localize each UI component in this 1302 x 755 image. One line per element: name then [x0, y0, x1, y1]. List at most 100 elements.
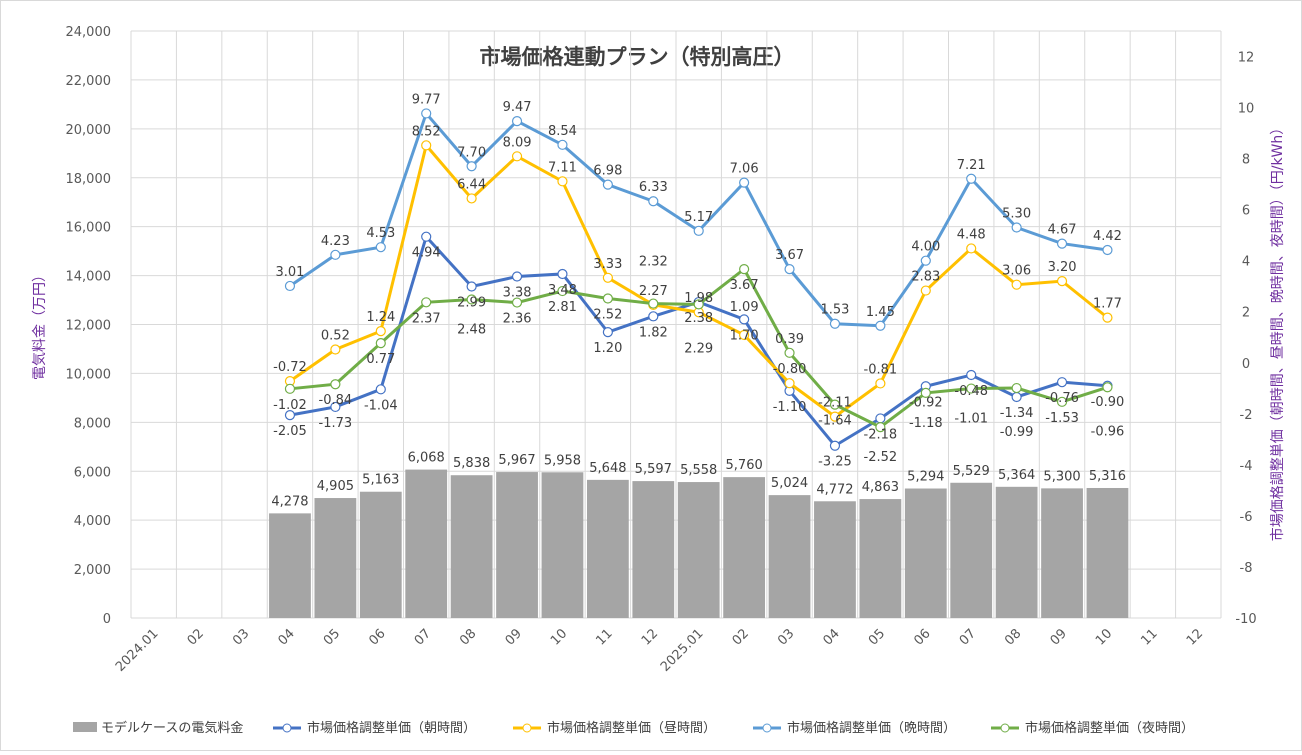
bar — [450, 475, 493, 618]
data-point — [602, 327, 613, 338]
data-label: -1.64 — [818, 414, 852, 429]
data-point — [829, 440, 841, 451]
data-label: 3.67 — [730, 278, 759, 293]
y-tick-label: 2,000 — [74, 563, 111, 578]
data-label: 0.52 — [321, 329, 350, 344]
bar — [359, 491, 402, 618]
y-tick-label: 0 — [103, 612, 111, 627]
data-point — [1056, 377, 1068, 388]
data-point — [1102, 244, 1113, 256]
bar — [904, 488, 947, 618]
legend-label: 市場価格調整単価（朝時間） — [307, 720, 476, 736]
data-point — [784, 378, 795, 389]
legend-label: 市場価格調整単価（昼時間） — [547, 720, 716, 736]
y-tick-label: 24,000 — [66, 25, 112, 40]
legend: モデルケースの電気料金 市場価格調整単価（朝時間） 市場価格調整単価（昼時間） 市場価… — [73, 720, 1194, 736]
bar — [405, 469, 448, 618]
y2-tick-label: 6 — [1242, 204, 1250, 219]
data-point — [1011, 391, 1022, 403]
x-tick-label: 11 — [1138, 626, 1160, 648]
data-point — [829, 411, 841, 422]
data-label: -1.53 — [1045, 411, 1079, 426]
data-label: 8.09 — [503, 135, 532, 150]
data-point — [421, 108, 432, 119]
data-label: -0.99 — [1000, 425, 1034, 440]
data-label: 5.30 — [1002, 207, 1031, 222]
data-point — [784, 347, 795, 358]
x-tick-label: 02 — [730, 626, 752, 648]
data-point — [920, 387, 931, 398]
y2-tick-label: -6 — [1240, 510, 1253, 525]
data-point — [739, 264, 750, 275]
data-point — [648, 298, 659, 309]
y-tick-label: 16,000 — [66, 221, 112, 236]
data-point — [375, 242, 386, 253]
bar-label: 4,772 — [816, 482, 853, 497]
y-tick-label: 8,000 — [74, 416, 111, 431]
data-point — [375, 326, 386, 337]
y2-axis-label: 市場価格調整単価（朝時間、昼時間、晩時間、夜時間）（円/kWh） — [1269, 121, 1286, 542]
data-point — [693, 299, 704, 310]
data-point — [1011, 382, 1022, 394]
data-point — [920, 285, 931, 296]
data-label: 8.52 — [412, 124, 441, 139]
data-label: 3.06 — [1002, 264, 1031, 279]
data-point — [466, 281, 477, 292]
data-point — [557, 268, 568, 280]
data-point — [421, 140, 432, 151]
bar — [950, 482, 993, 618]
data-point — [1011, 222, 1022, 233]
data-label: 1.70 — [730, 328, 759, 343]
x-tick-label: 2024.01 — [113, 626, 162, 675]
data-point — [966, 369, 977, 381]
data-point — [1056, 276, 1068, 287]
data-point — [648, 196, 659, 207]
legend-marker — [522, 723, 532, 733]
data-point — [511, 151, 523, 162]
bar — [269, 513, 311, 618]
bar-label: 5,529 — [953, 464, 990, 479]
data-labels: -2.05 -1.73 -1.04 4.94 2.99 3.38 3.48 1.20 1.82 2… — [273, 92, 1124, 469]
bar — [314, 498, 357, 618]
data-label: -0.72 — [273, 360, 307, 375]
bar-label: 4,905 — [317, 479, 354, 494]
data-point — [511, 115, 523, 127]
bar — [814, 501, 856, 618]
data-label: 2.81 — [548, 300, 577, 315]
data-label: -2.52 — [864, 450, 898, 465]
data-label: 9.77 — [412, 92, 441, 107]
data-point — [330, 249, 341, 260]
data-label: -1.10 — [773, 400, 807, 415]
legend-marker — [282, 723, 292, 733]
bar-label: 5,316 — [1089, 469, 1126, 484]
data-point — [511, 297, 523, 308]
data-label: -0.48 — [954, 384, 988, 399]
y-tick-label: 4,000 — [74, 514, 111, 529]
bar — [541, 472, 584, 618]
data-label: -0.84 — [319, 393, 353, 408]
bar — [1086, 487, 1129, 618]
data-label: 7.70 — [457, 145, 486, 160]
data-point — [648, 311, 659, 322]
data-point — [966, 383, 977, 394]
data-point — [1056, 396, 1068, 407]
data-point — [511, 271, 523, 282]
data-label: 4.00 — [911, 240, 940, 255]
data-label: 1.82 — [639, 325, 668, 340]
data-label: 4.94 — [412, 246, 441, 261]
x-tick-label: 12 — [1184, 626, 1206, 648]
data-label: 3.48 — [548, 283, 577, 298]
bar-label: 5,024 — [771, 476, 808, 491]
data-point — [966, 173, 977, 184]
data-point — [557, 285, 568, 297]
data-point — [875, 413, 886, 424]
y2-tick-label: 4 — [1242, 255, 1250, 270]
bar — [1041, 488, 1083, 618]
data-label: 6.33 — [639, 180, 668, 195]
data-label: 3.20 — [1048, 260, 1077, 275]
bar-label: 4,278 — [271, 494, 308, 509]
data-label: 0.77 — [366, 352, 395, 367]
data-point — [421, 297, 432, 308]
data-label: 6.98 — [593, 164, 622, 179]
x-tick-label: 11 — [593, 626, 615, 648]
